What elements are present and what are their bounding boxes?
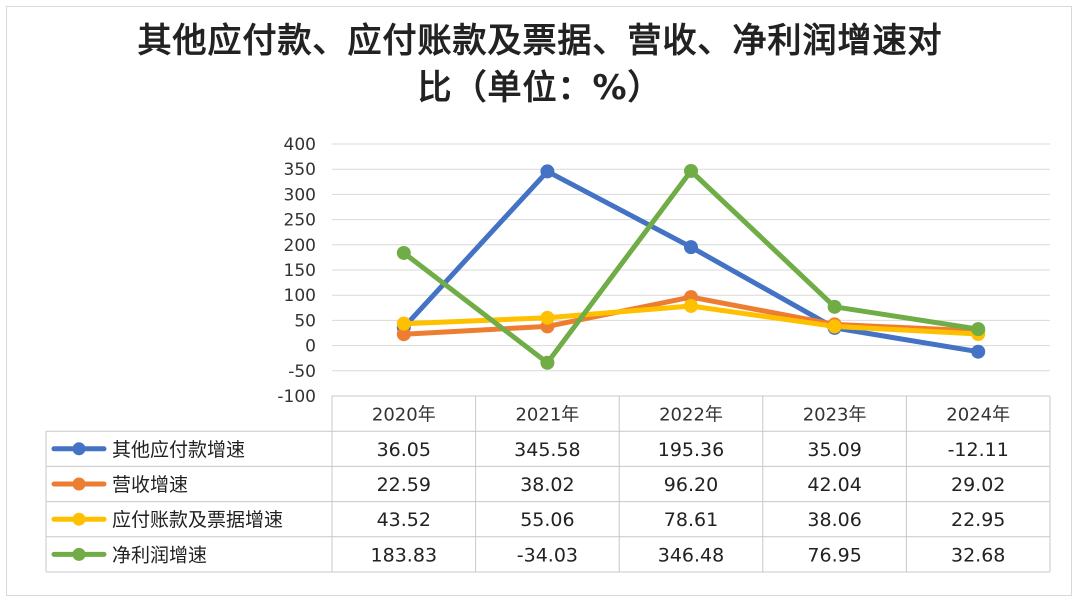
data-table-cell: 96.20 xyxy=(664,474,718,496)
legend-series-name: 营收增速 xyxy=(112,474,188,496)
data-table-cell: 43.52 xyxy=(377,509,431,531)
x-category-label: 2021年 xyxy=(515,405,579,426)
data-table-cell: 35.09 xyxy=(807,439,861,461)
series-point-2 xyxy=(827,319,842,334)
data-table-cell: 195.36 xyxy=(658,439,724,461)
legend-key-marker xyxy=(72,547,86,561)
data-table-cell: 76.95 xyxy=(807,544,861,566)
x-category-label: 2024年 xyxy=(946,405,1010,426)
legend-series-name: 净利润增速 xyxy=(112,544,207,566)
series-point-2 xyxy=(396,316,411,331)
series-point-0 xyxy=(684,240,698,255)
x-category-label: 2023年 xyxy=(803,405,867,426)
legend-key-marker xyxy=(72,512,86,526)
chart-frame xyxy=(6,6,1072,596)
data-table-cell: 78.61 xyxy=(664,509,718,531)
x-category-label: 2022年 xyxy=(659,405,723,426)
data-table-cell: 38.06 xyxy=(807,509,861,531)
legend-key-marker xyxy=(72,477,86,491)
y-tick-label: 50 xyxy=(294,311,316,331)
data-table-cell: 346.48 xyxy=(658,544,724,566)
series-point-3 xyxy=(684,163,698,178)
y-tick-label: 400 xyxy=(284,135,316,155)
series-point-3 xyxy=(827,299,842,314)
data-table-cell: 22.95 xyxy=(951,509,1005,531)
series-point-0 xyxy=(540,164,555,179)
data-table-cell: 42.04 xyxy=(807,474,861,496)
y-tick-label: 100 xyxy=(284,286,316,306)
data-table-cell: 29.02 xyxy=(951,474,1005,496)
legend-series-name: 其他应付款增速 xyxy=(112,439,245,461)
series-point-3 xyxy=(971,322,986,337)
chart-title-line-1: 其他应付款、应付账款及票据、营收、净利润增速对 xyxy=(137,21,943,61)
x-category-label: 2020年 xyxy=(372,405,436,426)
chart-title: 其他应付款、应付账款及票据、营收、净利润增速对 比（单位：%） xyxy=(60,18,1020,112)
series-point-2 xyxy=(684,298,698,313)
y-tick-label: 0 xyxy=(305,337,316,357)
chart-title-line-2: 比（单位：%） xyxy=(417,68,663,108)
series-point-3 xyxy=(396,245,411,260)
legend-series-name: 应付账款及票据增速 xyxy=(112,509,283,531)
series-point-1 xyxy=(396,327,411,342)
y-tick-label: -50 xyxy=(288,362,316,382)
series-point-0 xyxy=(971,344,986,359)
y-tick-label: 350 xyxy=(284,160,316,180)
data-table-cell: 55.06 xyxy=(520,509,574,531)
y-tick-label: 300 xyxy=(284,185,316,205)
series-line-3 xyxy=(401,168,981,366)
data-table-cell: 345.58 xyxy=(514,439,580,461)
data-table-cell: -34.03 xyxy=(517,544,578,566)
data-table-cell: 32.68 xyxy=(951,544,1005,566)
y-tick-label: 150 xyxy=(284,261,316,281)
data-table-cell: 36.05 xyxy=(377,439,431,461)
y-tick-label: -100 xyxy=(277,387,316,407)
data-table-cell: 22.59 xyxy=(377,474,431,496)
series-point-3 xyxy=(540,355,555,370)
data-table-cell: 183.83 xyxy=(371,544,437,566)
y-tick-label: 250 xyxy=(284,211,316,231)
legend-key-marker xyxy=(72,442,86,456)
series-point-2 xyxy=(540,310,555,325)
data-table-cell: -12.11 xyxy=(948,439,1009,461)
y-tick-label: 200 xyxy=(284,236,316,256)
data-table-cell: 38.02 xyxy=(520,474,574,496)
